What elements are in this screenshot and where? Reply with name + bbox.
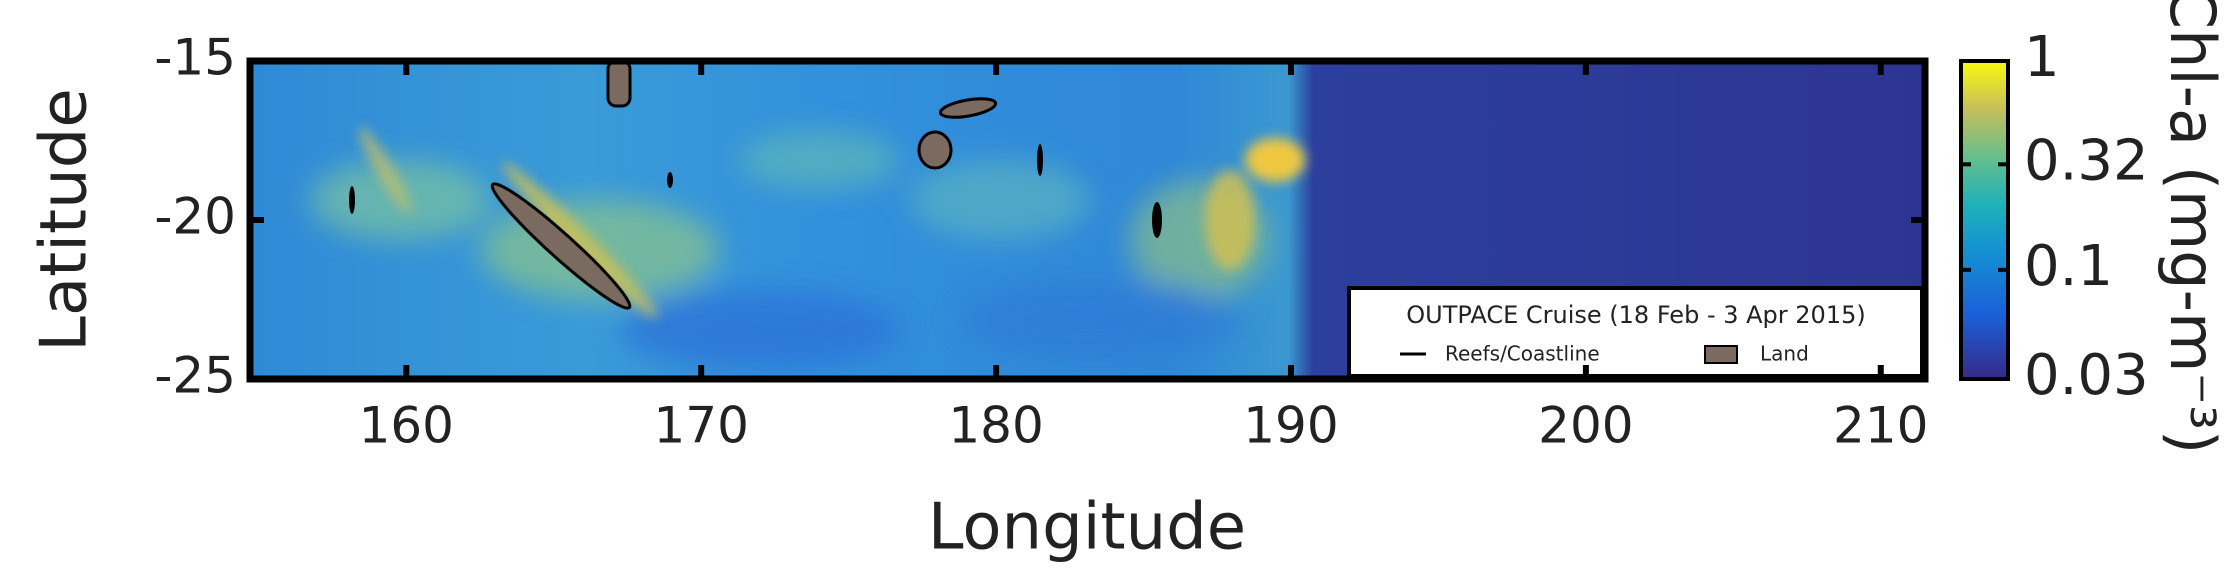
legend-label: Land bbox=[1760, 342, 1809, 366]
y-tick-label: -25 bbox=[154, 347, 236, 405]
land bbox=[606, 61, 632, 108]
reef bbox=[1037, 144, 1043, 176]
satellite-image bbox=[250, 61, 1925, 379]
land bbox=[938, 97, 998, 119]
x-tick-label: 210 bbox=[1833, 397, 1928, 455]
x-tick-label: 190 bbox=[1243, 397, 1338, 455]
colorbar-tick-label: 0.1 bbox=[2024, 234, 2113, 299]
reef bbox=[1152, 202, 1162, 238]
legend: OUTPACE Cruise (18 Feb - 3 Apr 2015) Ree… bbox=[1347, 286, 1924, 378]
legend-title: OUTPACE Cruise (18 Feb - 3 Apr 2015) bbox=[1406, 301, 1865, 329]
reef bbox=[667, 172, 673, 188]
reef bbox=[349, 186, 355, 214]
y-tick-label: -20 bbox=[154, 188, 236, 246]
colorbar-tick-label: 0.32 bbox=[2024, 128, 2149, 193]
colorbar-label: Chl-a (mg-m⁻³) bbox=[2156, 0, 2229, 454]
x-axis-label: Longitude bbox=[928, 491, 1246, 565]
y-axis-label: Latitude bbox=[28, 88, 102, 351]
x-tick-label: 180 bbox=[948, 397, 1043, 455]
colorbar-tick-label: 0.03 bbox=[2024, 343, 2149, 408]
legend-box bbox=[1347, 286, 1924, 378]
x-tick-label: 200 bbox=[1538, 397, 1633, 455]
land bbox=[490, 182, 632, 310]
y-tick-label: -15 bbox=[154, 29, 236, 87]
x-tick-label: 160 bbox=[359, 397, 454, 455]
x-tick-label: 170 bbox=[653, 397, 748, 455]
legend-label: Reefs/Coastline bbox=[1445, 342, 1600, 366]
colorbar-tick-label: 1 bbox=[2024, 25, 2060, 90]
colorbar bbox=[1959, 59, 2010, 381]
land bbox=[917, 130, 953, 170]
legend-patch bbox=[1704, 345, 1738, 364]
